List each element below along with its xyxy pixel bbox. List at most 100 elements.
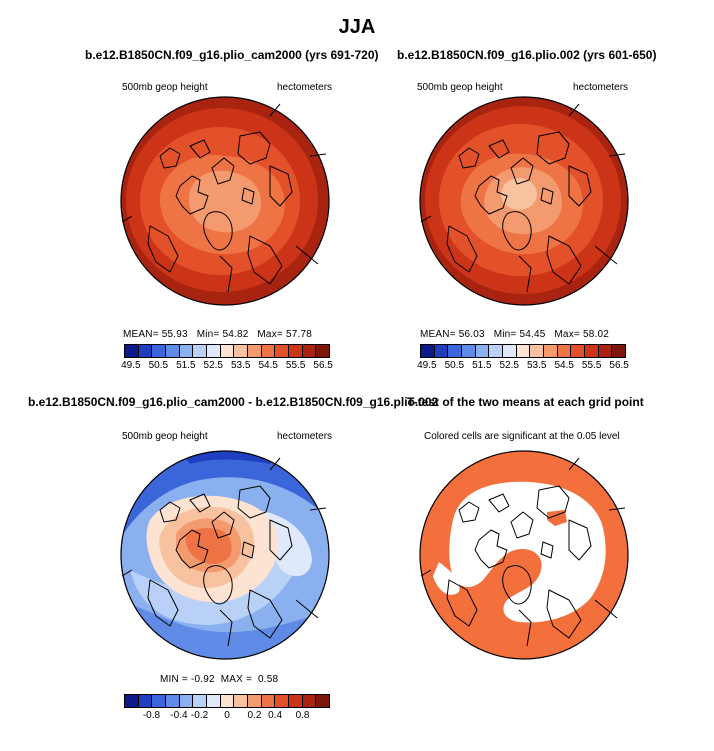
min-label: Min= (493, 329, 517, 340)
mean-label: MEAN= (123, 329, 159, 340)
min-value: 54.45 (519, 329, 546, 340)
max-value: 0.58 (257, 674, 279, 685)
bottom-left-stats: MIN = -0.92 MAX = 0.58 (160, 674, 278, 685)
colorbar-swatch (316, 345, 330, 357)
top-right-units-label: hectometers (573, 82, 629, 93)
colorbar-swatch (275, 345, 290, 357)
colorbar-swatch (489, 345, 504, 357)
colorbar-tick-label: 0 (224, 710, 230, 721)
colorbar-swatch (234, 695, 249, 707)
colorbar-swatch (152, 345, 167, 357)
colorbar-swatch (220, 345, 235, 357)
bottom-left-units-label: hectometers (277, 431, 333, 442)
top-right-polar-map (419, 96, 629, 306)
colorbar-swatch (302, 345, 317, 357)
colorbar-tick-label: -0.2 (190, 710, 209, 721)
bottom-left-polar-map (120, 450, 330, 660)
bottom-right-test-title: T-test of the two means at each grid poi… (407, 395, 644, 409)
colorbar-swatch (193, 695, 208, 707)
colorbar-swatch (462, 345, 476, 357)
top-right-variable-label: 500mb geop height (417, 82, 503, 93)
colorbar-swatch (261, 345, 276, 357)
min-value: -0.92 (190, 674, 215, 685)
colorbar-swatch (275, 695, 290, 707)
colorbar-tick-label: 49.5 (417, 360, 437, 371)
colorbar-swatch (193, 345, 208, 357)
colorbar-tick-label: 56.5 (609, 360, 629, 371)
colorbar-swatch (503, 345, 517, 357)
colorbar-tick-label: 52.5 (499, 360, 519, 371)
colorbar-swatch (544, 345, 558, 357)
bottom-left-variable-label: 500mb geop height (122, 431, 208, 442)
top-right-colorbar-ticks: 49.5 50.5 51.5 52.5 53.5 54.5 55.5 56.5 (417, 360, 629, 372)
mean-value: 56.03 (458, 329, 485, 340)
min-label: Min= (196, 329, 220, 340)
colorbar-swatch (475, 345, 490, 357)
colorbar-tick-label: 0.4 (268, 710, 283, 721)
colorbar-swatch (125, 345, 139, 357)
colorbar-swatch (557, 345, 572, 357)
colorbar-tick-label: 49.5 (121, 360, 141, 371)
max-label: Max= (257, 329, 283, 340)
significant-region (547, 510, 567, 526)
contour-band-center (188, 170, 262, 233)
colorbar-tick-label: 0.2 (247, 710, 262, 721)
max-value: 58.02 (582, 329, 609, 340)
non-significant-region (449, 481, 606, 623)
colorbar-swatch (152, 695, 167, 707)
max-value: 57.78 (285, 329, 312, 340)
colorbar-swatch (138, 345, 153, 357)
colorbar-swatch (598, 345, 613, 357)
colorbar-tick-label: 51.5 (472, 360, 492, 371)
colorbar-swatch (179, 695, 194, 707)
colorbar-tick-label: 55.5 (285, 360, 306, 371)
mean-value: 55.93 (161, 329, 188, 340)
colorbar-swatch (571, 345, 586, 357)
map-boundary (419, 450, 629, 660)
colorbar-swatch (316, 695, 330, 707)
figure-title: JJA (338, 16, 376, 38)
colorbar-tick-label: -0.4 (170, 710, 188, 721)
max-label: MAX = (220, 674, 252, 685)
contour-band (130, 548, 295, 625)
colorbar-swatch (261, 695, 276, 707)
colorbar-swatch (248, 345, 262, 357)
top-left-colorbar-ticks: 49.5 50.5 51.5 52.5 53.5 54.5 55.5 56.5 (121, 360, 333, 372)
non-significant-region (433, 562, 460, 595)
top-right-colorbar (420, 344, 626, 358)
min-label: MIN = (160, 674, 188, 685)
colorbar-swatch (220, 695, 235, 707)
colorbar-swatch (248, 695, 262, 707)
colorbar-swatch (166, 695, 180, 707)
mean-label: MEAN= (420, 329, 456, 340)
colorbar-swatch (207, 695, 221, 707)
colorbar-tick-label: 54.5 (554, 360, 574, 371)
colorbar-tick-label: 52.5 (203, 360, 223, 371)
colorbar-swatch (516, 345, 531, 357)
colorbar-swatch (530, 345, 545, 357)
colorbar-tick-label: 0.8 (295, 710, 310, 721)
map-boundary (120, 96, 330, 306)
top-left-stats: MEAN= 55.93 Min= 54.82 Max= 57.78 (123, 329, 312, 340)
top-left-case-title: b.e12.B1850CN.f09_g16.plio_cam2000 (yrs … (85, 48, 379, 62)
colorbar-tick-label: 53.5 (526, 360, 547, 371)
map-boundary (419, 96, 629, 306)
colorbar-swatch (302, 695, 317, 707)
contour-band (121, 451, 329, 540)
colorbar-tick-label: 50.5 (444, 360, 465, 371)
colorbar-swatch (612, 345, 626, 357)
top-right-stats: MEAN= 56.03 Min= 54.45 Max= 58.02 (420, 329, 609, 340)
colorbar-tick-label: 54.5 (258, 360, 278, 371)
coastlines (121, 103, 327, 293)
top-right-case-title: b.e12.B1850CN.f09_g16.plio.002 (yrs 601-… (397, 48, 657, 62)
colorbar-tick-label: 56.5 (313, 360, 333, 371)
colorbar-swatch (166, 345, 180, 357)
bottom-right-significance-note: Colored cells are significant at the 0.0… (424, 431, 620, 442)
max-label: Max= (554, 329, 580, 340)
colorbar-swatch (289, 695, 303, 707)
top-left-polar-map (120, 96, 330, 306)
colorbar-tick-label: 50.5 (148, 360, 169, 371)
colorbar-swatch (207, 345, 221, 357)
bottom-right-polar-map (419, 450, 629, 660)
colorbar-swatch (421, 345, 435, 357)
